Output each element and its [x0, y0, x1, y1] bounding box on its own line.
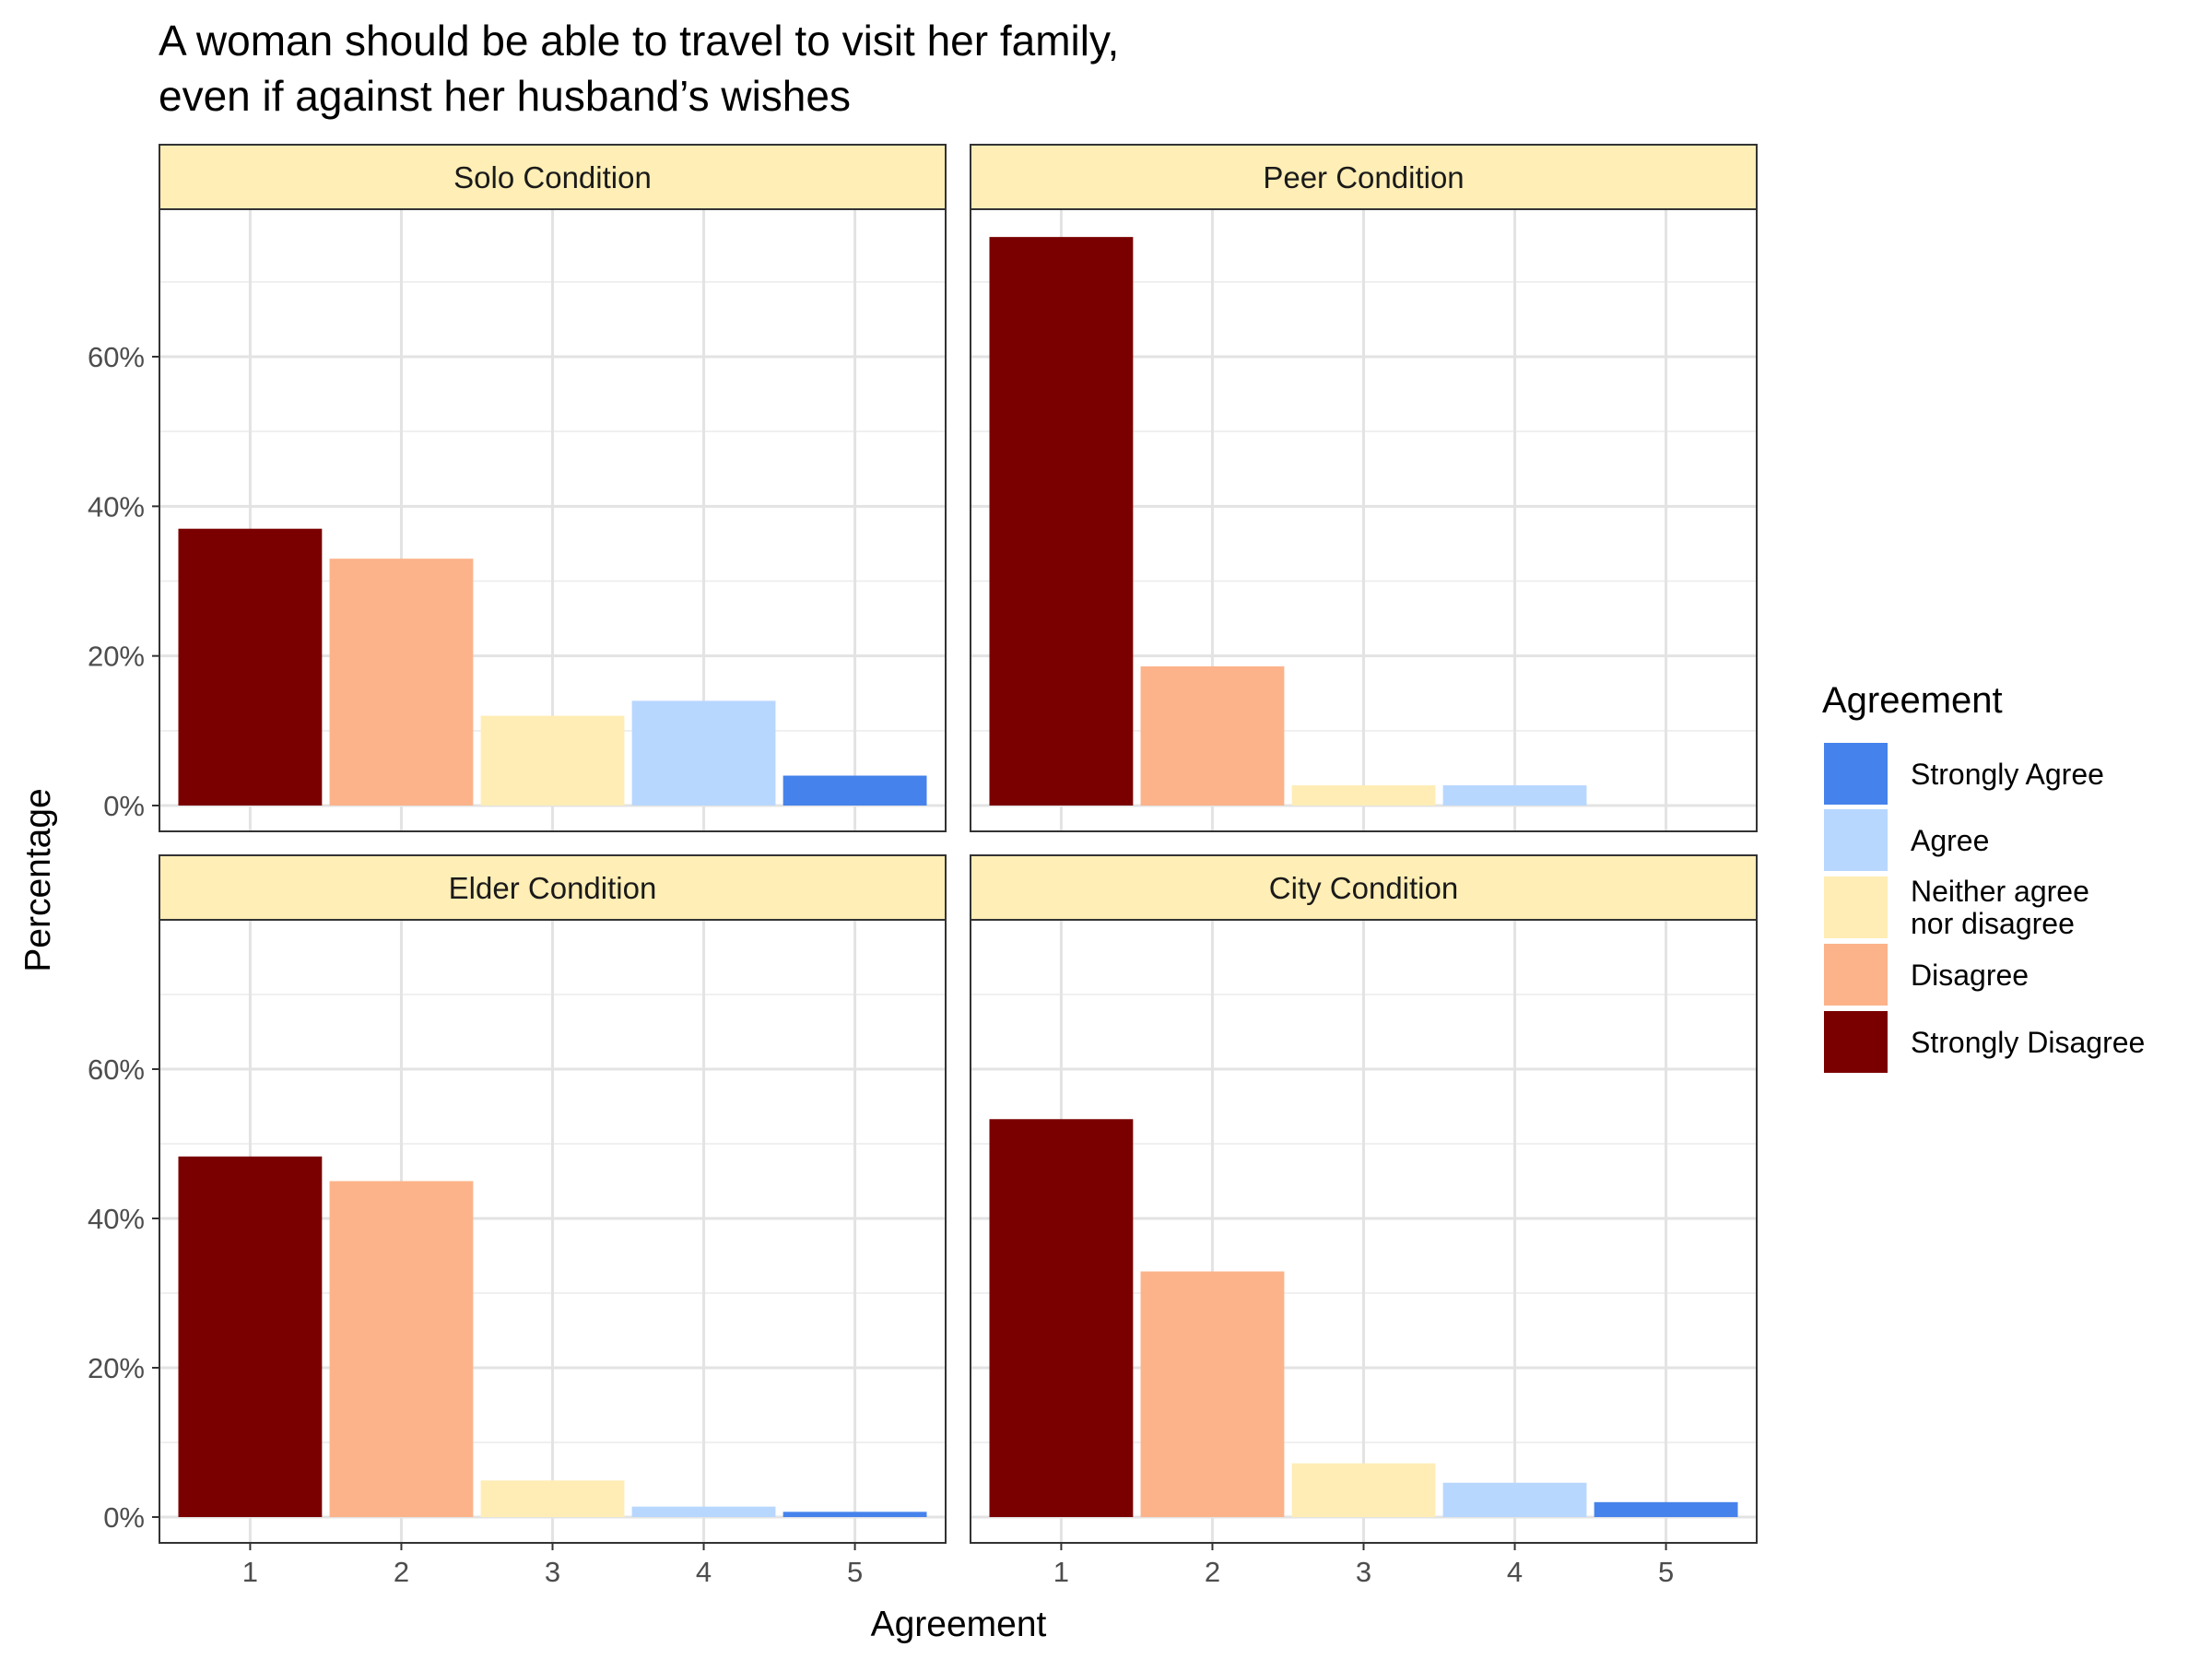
legend-label: Disagree [1911, 959, 2029, 992]
x-tick-label: 1 [1053, 1556, 1069, 1588]
bar [329, 559, 474, 806]
facet-strip [159, 144, 947, 210]
legend-label: Neither agree [1911, 875, 2089, 908]
panel-city-condition: City Condition 1 2 3 4 5 [970, 854, 1758, 1588]
legend-label: Strongly Agree [1911, 758, 2104, 791]
panel-elder-condition: Elder Condition 0% 20% 40% 60% 1 2 3 4 5 [88, 854, 947, 1588]
bar [989, 1119, 1134, 1517]
legend-key [1824, 944, 1888, 1006]
x-tick-label: 2 [394, 1556, 409, 1588]
facet-strip-label: City Condition [1269, 871, 1458, 905]
bar [782, 775, 927, 806]
y-tick-label: 0% [103, 1501, 145, 1534]
y-axis-title: Percentage [18, 788, 58, 971]
legend-key [1824, 743, 1888, 805]
facet-strip-label: Solo Condition [453, 160, 652, 194]
y-tick-label: 60% [88, 341, 145, 373]
legend-key [1824, 877, 1888, 938]
x-tick-label: 3 [545, 1556, 560, 1588]
facet-strip [159, 854, 947, 921]
panel-solo-condition: Solo Condition 0% 20% 40% 60% [88, 144, 947, 832]
bar [1594, 1501, 1738, 1517]
y-tick-label: 20% [88, 1352, 145, 1384]
x-axis-title: Agreement [871, 1605, 1047, 1644]
x-tick-label: 2 [1205, 1556, 1220, 1588]
bar [178, 528, 323, 806]
bar [1442, 1482, 1587, 1517]
bar [480, 715, 625, 806]
bar [1140, 1271, 1285, 1517]
y-tick-label: 40% [88, 490, 145, 523]
legend-label: Agree [1911, 824, 1989, 857]
facet-strip [970, 854, 1758, 921]
x-tick-label: 4 [1507, 1556, 1523, 1588]
bar [1140, 666, 1285, 806]
x-tick-label: 5 [847, 1556, 863, 1588]
legend: Agreement Strongly Agree Agree Neither agre… [1822, 680, 2145, 1073]
legend-label: nor disagree [1911, 907, 2075, 940]
y-tick-label: 0% [103, 790, 145, 822]
x-tick-label: 4 [696, 1556, 712, 1588]
bar [1291, 785, 1436, 806]
bar [631, 700, 776, 806]
x-tick-label: 3 [1356, 1556, 1371, 1588]
panel-peer-condition: Peer Condition [970, 144, 1758, 832]
bar [329, 1181, 474, 1517]
x-tick-label: 5 [1658, 1556, 1674, 1588]
y-tick-label: 40% [88, 1203, 145, 1235]
legend-key [1824, 809, 1888, 871]
bar [480, 1480, 625, 1517]
facet-strip [970, 144, 1758, 210]
y-tick-label: 60% [88, 1053, 145, 1086]
legend-title: Agreement [1822, 680, 2003, 721]
bar [782, 1512, 927, 1517]
chart-title-line1: A woman should be able to travel to visi… [159, 17, 1119, 65]
legend-key [1824, 1011, 1888, 1073]
bar [631, 1506, 776, 1517]
bar [1291, 1463, 1436, 1517]
facet-strip-label: Elder Condition [449, 871, 657, 905]
bar [1442, 785, 1587, 806]
chart-title-line2: even if against her husband’s wishes [159, 72, 851, 120]
bar [178, 1156, 323, 1517]
x-tick-label: 1 [242, 1556, 258, 1588]
facet-strip-label: Peer Condition [1263, 160, 1464, 194]
bar [989, 237, 1134, 806]
legend-label: Strongly Disagree [1911, 1026, 2145, 1059]
y-tick-label: 20% [88, 641, 145, 673]
